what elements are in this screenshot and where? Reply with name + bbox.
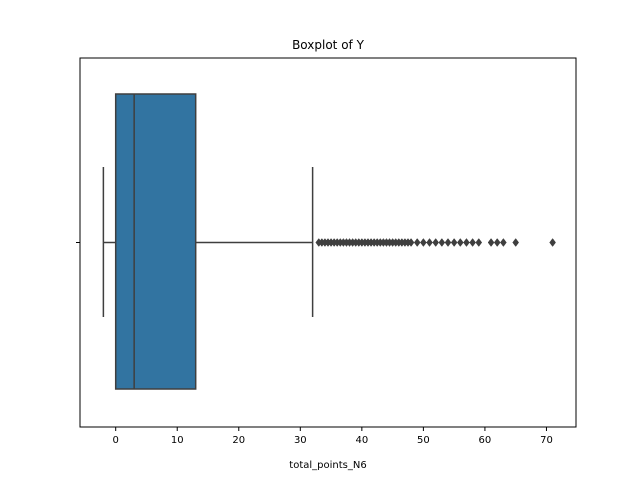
outlier-point — [475, 238, 483, 247]
outlier-point — [487, 238, 495, 247]
outlier-point — [444, 238, 452, 247]
outlier-point — [432, 238, 440, 247]
outlier-point — [493, 238, 501, 247]
outlier-point — [512, 238, 520, 247]
x-tick-label: 0 — [113, 435, 119, 446]
outlier-point — [450, 238, 458, 247]
x-tick-label: 20 — [232, 435, 245, 446]
x-axis-title: total_points_N6 — [289, 460, 366, 471]
outlier-point — [426, 238, 433, 247]
x-tick-label: 30 — [294, 435, 307, 446]
outlier-point — [438, 238, 446, 247]
x-tick-label: 10 — [171, 435, 184, 446]
outlier-point — [549, 238, 556, 247]
outlier-point — [456, 238, 464, 247]
x-tick-label: 40 — [355, 435, 368, 446]
x-tick-label: 50 — [417, 435, 430, 446]
x-tick-label: 60 — [479, 435, 492, 446]
plot-area — [102, 93, 556, 390]
outlier-point — [413, 238, 421, 247]
x-tick-label: 70 — [540, 435, 553, 446]
chart-title: Boxplot of Y — [292, 38, 365, 52]
outlier-point — [469, 238, 476, 247]
outlier-point — [500, 238, 507, 247]
iqr-box — [114, 93, 197, 390]
x-axis: 0 10 20 30 40 50 60 70 — [113, 427, 553, 446]
outlier-point — [407, 238, 415, 247]
outlier-point — [463, 238, 470, 247]
outlier-point — [420, 238, 427, 247]
